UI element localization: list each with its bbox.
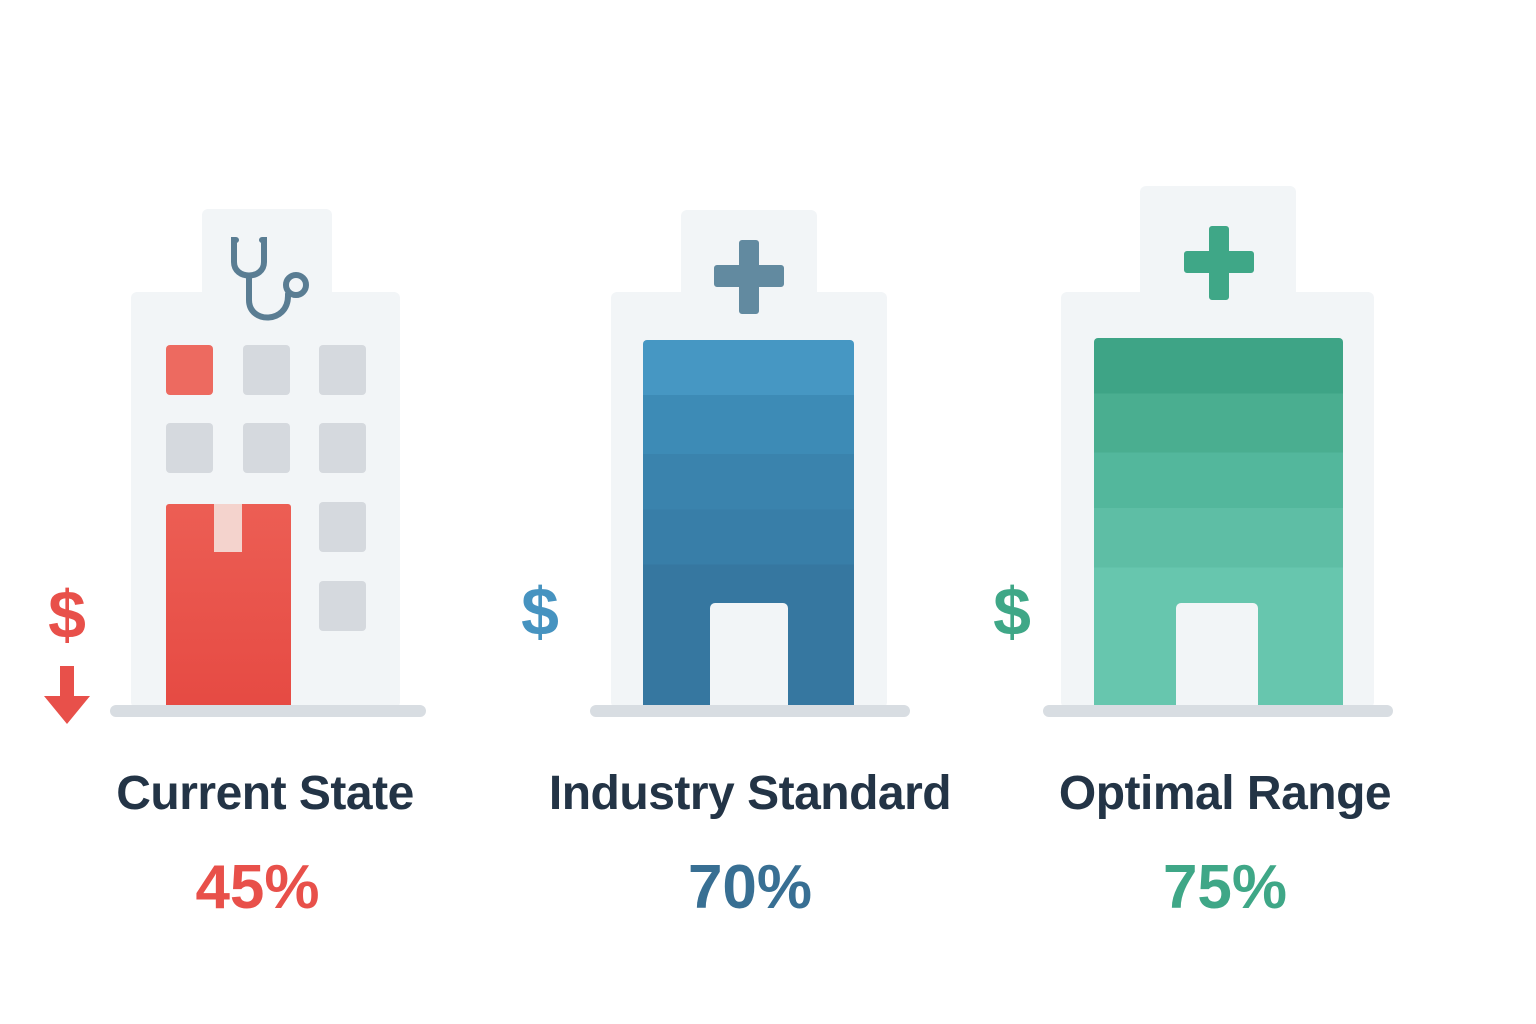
window xyxy=(243,345,290,395)
percentage-value: 75% xyxy=(1162,853,1288,922)
dollar-icon: $ xyxy=(993,574,1031,650)
percentage-value: 45% xyxy=(195,853,320,922)
door xyxy=(1176,603,1258,708)
window xyxy=(166,423,213,473)
ground-line xyxy=(110,705,426,717)
window xyxy=(243,423,290,473)
window xyxy=(319,581,366,631)
ground-line xyxy=(1043,705,1393,717)
window xyxy=(319,345,366,395)
percentage-value: 70% xyxy=(687,853,813,922)
door xyxy=(710,603,788,708)
arrow-down-icon xyxy=(44,666,90,724)
stethoscope-icon xyxy=(231,237,309,321)
window-highlighted xyxy=(166,345,213,395)
ground-line xyxy=(590,705,910,717)
category-label: Industry Standard xyxy=(548,767,952,820)
medical-cross-icon xyxy=(714,240,784,314)
category-label: Optimal Range xyxy=(1058,767,1392,820)
door-accent xyxy=(214,504,242,552)
window xyxy=(319,502,366,552)
window xyxy=(319,423,366,473)
dollar-icon: $ xyxy=(521,574,559,650)
category-label: Current State xyxy=(116,767,414,820)
dollar-icon: $ xyxy=(48,577,86,653)
medical-cross-icon xyxy=(1184,226,1254,300)
